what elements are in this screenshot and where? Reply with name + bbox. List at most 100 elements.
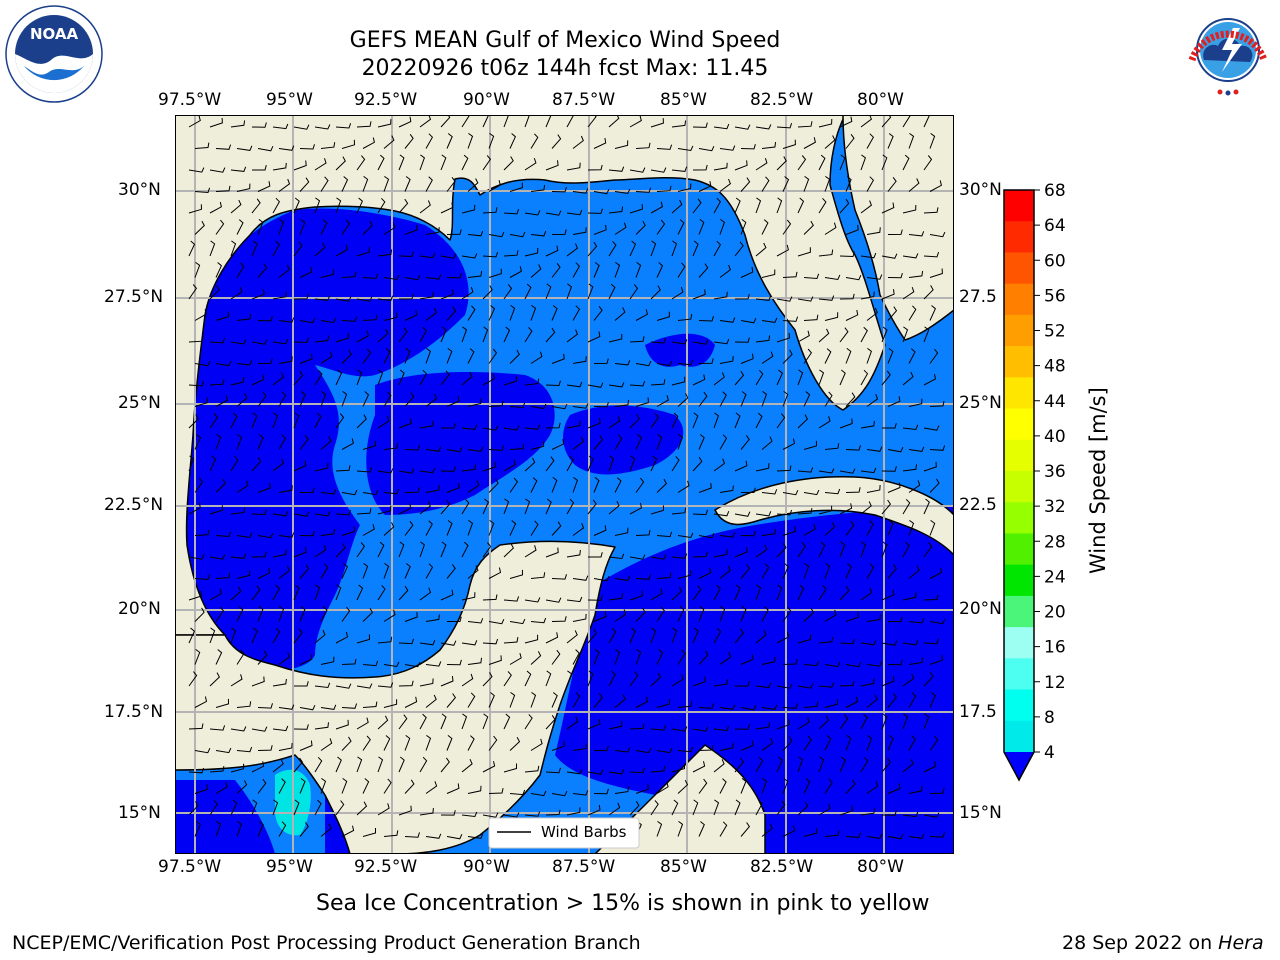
wind-barb xyxy=(272,759,284,773)
wind-barb xyxy=(236,393,248,407)
wind-barb xyxy=(446,306,457,321)
wind-barb xyxy=(377,295,394,301)
wind-barb xyxy=(908,270,924,278)
wind-barb xyxy=(251,627,258,644)
wind-barb xyxy=(314,799,322,816)
wind-barb xyxy=(923,638,939,645)
wind-barb xyxy=(278,652,291,665)
wind-barb xyxy=(377,505,392,515)
wind-barb xyxy=(278,356,293,364)
colorbar-ticks: 68 64 60 56 52 48 44 40 36 32 28 24 20 16 12 8 4 xyxy=(1034,181,1066,763)
wind-barb xyxy=(362,273,379,279)
wind-barb xyxy=(377,636,393,644)
wind-barb xyxy=(209,672,221,687)
wind-barb xyxy=(446,564,456,579)
wind-barb xyxy=(908,231,925,237)
wind-barb xyxy=(824,222,837,235)
wind-barb xyxy=(671,726,688,732)
wind-barb xyxy=(761,390,768,407)
wind-barb xyxy=(692,374,706,386)
wind-barb xyxy=(293,460,307,472)
wind-barb xyxy=(677,480,690,493)
wind-barb xyxy=(194,360,211,367)
wind-barb xyxy=(593,137,607,149)
wind-barb xyxy=(236,649,245,665)
wind-barb xyxy=(314,544,327,558)
wind-barb xyxy=(818,118,833,128)
wind-barb xyxy=(356,717,369,730)
wind-barb xyxy=(629,455,636,472)
wind-barb xyxy=(467,132,474,149)
wind-barb xyxy=(887,735,894,751)
wind-barb xyxy=(467,565,479,579)
wind-barb xyxy=(257,434,264,450)
wind-barb xyxy=(251,509,267,516)
wind-barb xyxy=(335,123,352,129)
wind-barb xyxy=(383,830,399,837)
wind-barb xyxy=(461,154,469,171)
wind-barb xyxy=(566,596,583,603)
wind-barb xyxy=(908,618,925,624)
wind-barb xyxy=(278,178,291,192)
wind-barb xyxy=(776,197,783,214)
wind-barb xyxy=(236,701,252,708)
map-panel[interactable]: Wind Barbs xyxy=(174,111,955,855)
wind-barb xyxy=(440,370,450,386)
wind-barb xyxy=(362,220,373,235)
wind-barb xyxy=(440,713,447,730)
wind-barb xyxy=(299,564,310,579)
wind-barb xyxy=(398,154,405,171)
wind-barb xyxy=(719,704,736,710)
wind-barb xyxy=(677,820,684,837)
wind-barb xyxy=(383,222,396,235)
wind-barb xyxy=(467,833,484,839)
wind-barb xyxy=(356,247,370,257)
wind-barb xyxy=(698,745,714,751)
wind-barb xyxy=(551,438,565,450)
wind-barb xyxy=(482,713,489,730)
wind-barb xyxy=(362,828,376,837)
wind-barb xyxy=(782,390,789,407)
wind-barb xyxy=(236,820,243,837)
wind-barb xyxy=(278,565,290,579)
wind-barb xyxy=(299,704,316,711)
wind-barb xyxy=(488,735,498,751)
wind-barb xyxy=(692,240,699,257)
wind-barb xyxy=(635,784,649,794)
wind-barb xyxy=(818,197,827,214)
wind-barb xyxy=(614,261,621,278)
wind-barb xyxy=(314,682,331,689)
wind-barb xyxy=(776,123,793,129)
wind-barb xyxy=(881,326,888,343)
wind-barb xyxy=(629,627,636,644)
wind-barb xyxy=(845,487,861,493)
wind-barb xyxy=(572,305,581,321)
wind-barb xyxy=(272,291,287,300)
wind-barb xyxy=(356,634,371,644)
wind-barb xyxy=(734,124,751,130)
wind-barb xyxy=(882,423,897,429)
wind-barb xyxy=(671,553,688,559)
wind-barb xyxy=(698,145,715,152)
wind-barb xyxy=(425,563,434,579)
wind-barb xyxy=(803,137,816,149)
wind-barb xyxy=(551,263,561,278)
wind-barb xyxy=(719,264,732,278)
wind-barb xyxy=(419,154,425,171)
colorbar-tick-label: 40 xyxy=(1044,427,1066,447)
wind-barb xyxy=(755,544,768,558)
wind-barb xyxy=(272,510,289,517)
wind-barb xyxy=(866,661,883,667)
wind-barb xyxy=(488,478,499,493)
colorbar-tick-label: 4 xyxy=(1044,743,1055,763)
wind-barb xyxy=(314,511,331,517)
wind-barb xyxy=(446,833,463,840)
wind-barb xyxy=(635,477,645,493)
wind-barb xyxy=(902,424,919,431)
wind-barb xyxy=(677,746,694,753)
wind-barb xyxy=(398,418,412,429)
wind-barb xyxy=(845,779,856,794)
wind-barb xyxy=(446,659,462,666)
wind-barb xyxy=(230,507,246,515)
wind-barb xyxy=(398,585,409,601)
